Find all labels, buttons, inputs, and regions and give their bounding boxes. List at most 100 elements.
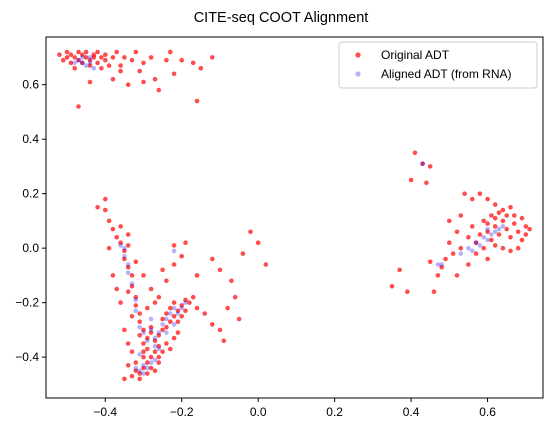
point-series-0-201 — [466, 235, 471, 240]
point-series-0-196 — [501, 246, 506, 251]
point-series-0-205 — [466, 262, 471, 267]
point-series-1-2 — [80, 61, 85, 66]
point-series-0-45 — [157, 88, 162, 93]
point-series-0-71 — [145, 347, 150, 352]
point-series-0-147 — [248, 230, 253, 235]
point-series-0-170 — [459, 213, 464, 218]
point-series-1-40 — [172, 249, 177, 254]
point-series-1-16 — [137, 325, 142, 330]
point-series-0-169 — [447, 219, 452, 224]
point-series-1-25 — [168, 311, 173, 316]
point-series-0-163 — [428, 260, 433, 265]
point-series-0-42 — [76, 104, 81, 109]
x-tick-label: −0.2 — [170, 405, 194, 419]
point-series-1-45 — [439, 262, 444, 267]
point-series-1-13 — [130, 281, 135, 286]
point-series-0-0 — [57, 52, 62, 57]
point-series-0-91 — [183, 309, 188, 314]
point-series-1-31 — [164, 330, 169, 335]
point-series-0-187 — [512, 221, 517, 226]
point-series-0-125 — [126, 232, 131, 237]
point-series-0-30 — [134, 50, 139, 55]
point-series-0-7 — [72, 66, 77, 71]
point-series-1-12 — [126, 270, 131, 275]
point-series-1-51 — [485, 238, 490, 243]
point-series-0-100 — [130, 374, 135, 379]
point-series-0-80 — [164, 325, 169, 330]
point-series-0-186 — [508, 235, 513, 240]
point-series-0-171 — [462, 191, 467, 196]
point-series-0-22 — [103, 58, 108, 63]
point-series-0-47 — [88, 80, 93, 85]
point-series-1-36 — [141, 371, 146, 376]
point-series-0-8 — [76, 50, 81, 55]
x-tick-label: −0.4 — [93, 405, 117, 419]
point-series-1-42 — [157, 347, 162, 352]
point-series-0-120 — [118, 300, 123, 305]
point-series-1-34 — [145, 366, 150, 371]
point-series-0-136 — [145, 306, 150, 311]
point-series-1-22 — [157, 330, 162, 335]
point-series-0-211 — [524, 232, 529, 237]
point-series-0-128 — [149, 287, 154, 292]
point-series-0-13 — [84, 50, 89, 55]
point-series-0-194 — [512, 213, 517, 218]
point-series-0-26 — [114, 50, 119, 55]
point-series-0-44 — [141, 80, 146, 85]
point-series-0-18 — [95, 61, 100, 66]
point-series-0-199 — [481, 246, 486, 251]
point-series-0-204 — [443, 257, 448, 262]
point-series-0-158 — [409, 178, 414, 183]
point-series-0-35 — [168, 50, 173, 55]
point-series-0-115 — [157, 355, 162, 360]
point-series-0-176 — [470, 224, 475, 229]
point-series-0-160 — [390, 284, 395, 289]
point-series-0-134 — [172, 243, 177, 248]
point-series-0-207 — [485, 257, 490, 262]
point-series-0-40 — [199, 66, 204, 71]
point-series-1-3 — [84, 63, 89, 68]
point-series-0-143 — [225, 306, 230, 311]
point-series-0-75 — [153, 349, 158, 354]
point-series-0-121 — [114, 287, 119, 292]
point-series-0-155 — [413, 151, 418, 156]
point-series-0-104 — [153, 369, 158, 374]
point-series-0-178 — [478, 232, 483, 237]
point-series-1-52 — [493, 230, 498, 235]
point-series-0-175 — [493, 202, 498, 207]
point-series-0-198 — [516, 246, 521, 251]
point-series-0-137 — [137, 311, 142, 316]
point-series-0-108 — [122, 377, 127, 382]
point-series-0-46 — [111, 77, 116, 82]
point-series-0-1 — [61, 58, 66, 63]
legend-label-0: Original ADT — [381, 48, 450, 62]
point-series-0-164 — [436, 273, 441, 278]
point-series-0-50 — [95, 205, 100, 210]
point-series-0-95 — [141, 355, 146, 360]
point-series-1-41 — [149, 317, 154, 322]
point-series-1-54 — [501, 224, 506, 229]
point-series-0-43 — [126, 82, 131, 87]
point-series-0-48 — [118, 63, 123, 68]
point-series-0-105 — [157, 360, 162, 365]
point-series-0-179 — [481, 219, 486, 224]
point-series-0-21 — [99, 66, 104, 71]
point-series-1-7 — [88, 55, 93, 60]
point-series-0-213 — [485, 221, 490, 226]
point-series-0-193 — [504, 213, 509, 218]
point-series-0-161 — [397, 268, 402, 273]
point-series-1-55 — [478, 243, 483, 248]
point-series-0-130 — [164, 279, 169, 284]
point-series-0-84 — [172, 314, 177, 319]
point-series-0-212 — [527, 227, 532, 232]
point-series-1-47 — [466, 246, 471, 251]
legend-marker-0 — [355, 52, 360, 57]
point-series-0-151 — [233, 295, 238, 300]
point-series-0-66 — [137, 319, 142, 324]
point-series-0-85 — [172, 300, 177, 305]
point-series-0-174 — [485, 197, 490, 202]
point-series-0-33 — [153, 77, 158, 82]
point-series-1-6 — [80, 55, 85, 60]
point-series-1-38 — [153, 358, 158, 363]
